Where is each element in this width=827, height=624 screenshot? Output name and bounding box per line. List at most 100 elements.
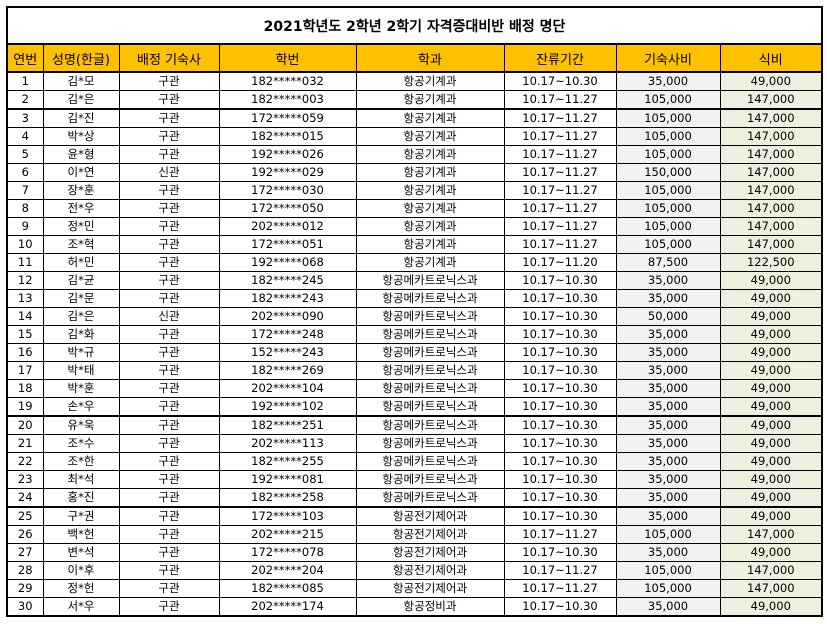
dorm-cell: 구관 xyxy=(118,506,220,526)
dorm-fee-cell: 87,500 xyxy=(615,253,721,272)
name-cell: 박*규 xyxy=(42,343,120,362)
table-row: 21 조*수 구관 202*****113 항공메카트로닉스과 10.17~10.30 35… xyxy=(6,434,824,453)
student-id-cell: 202*****113 xyxy=(218,434,357,453)
dorm-cell: 구관 xyxy=(118,71,220,91)
table-row: 14 김*은 신관 202*****090 항공메카트로닉스과 10.17~10.30 50… xyxy=(6,307,824,326)
no-cell: 29 xyxy=(6,579,44,598)
table-row: 2 김*은 구관 182*****003 항공기계과 10.17~11.27 105,000… xyxy=(6,90,824,110)
period-cell: 10.17~10.30 xyxy=(503,325,617,344)
dorm-fee-cell: 105,000 xyxy=(615,235,721,254)
department-cell: 항공전기제어과 xyxy=(355,561,505,580)
dorm-cell: 구관 xyxy=(118,217,220,236)
dorm-cell: 구관 xyxy=(118,199,220,218)
no-cell: 14 xyxy=(6,307,44,326)
name-cell: 손*우 xyxy=(42,397,120,417)
table-row: 4 박*상 구관 182*****015 항공기계과 10.17~11.27 105,000… xyxy=(6,127,824,146)
student-id-cell: 182*****251 xyxy=(218,415,357,435)
student-id-cell: 182*****015 xyxy=(218,127,357,146)
table-row: 23 최*석 구관 192*****081 항공메카트로닉스과 10.17~10.30 35… xyxy=(6,470,824,489)
dorm-fee-cell: 35,000 xyxy=(615,325,721,344)
table-row: 26 백*헌 구관 202*****215 항공전기제어과 10.17~11.27 105,… xyxy=(6,525,824,544)
dorm-fee-cell: 35,000 xyxy=(615,397,721,417)
department-cell: 항공기계과 xyxy=(355,90,505,110)
student-id-cell: 182*****085 xyxy=(218,579,357,598)
table-row: 28 이*후 구관 202*****204 항공전기제어과 10.17~11.27 105,… xyxy=(6,561,824,580)
dorm-fee-cell: 105,000 xyxy=(615,561,721,580)
col-header-department: 학과 xyxy=(355,43,505,73)
name-cell: 김*화 xyxy=(42,325,120,344)
period-cell: 10.17~11.27 xyxy=(503,235,617,254)
dorm-fee-cell: 35,000 xyxy=(615,71,721,91)
no-cell: 20 xyxy=(6,415,44,435)
no-cell: 7 xyxy=(6,181,44,200)
name-cell: 유*욱 xyxy=(42,415,120,435)
name-cell: 구*권 xyxy=(42,506,120,526)
table-row: 11 허*민 구관 192*****068 항공기계과 10.17~11.20 87,500… xyxy=(6,253,824,272)
period-cell: 10.17~10.30 xyxy=(503,71,617,91)
period-cell: 10.17~10.30 xyxy=(503,397,617,417)
dorm-fee-cell: 105,000 xyxy=(615,181,721,200)
table-row: 16 박*규 구관 152*****243 항공메카트로닉스과 10.17~10.30 35… xyxy=(6,343,824,362)
no-cell: 17 xyxy=(6,361,44,380)
dorm-fee-cell: 35,000 xyxy=(615,434,721,453)
meal-fee-cell: 147,000 xyxy=(719,181,824,200)
student-id-cell: 202*****174 xyxy=(218,597,357,617)
meal-fee-cell: 49,000 xyxy=(719,343,824,362)
no-cell: 22 xyxy=(6,452,44,471)
no-cell: 4 xyxy=(6,127,44,146)
no-cell: 1 xyxy=(6,71,44,91)
dorm-cell: 구관 xyxy=(118,597,220,617)
meal-fee-cell: 147,000 xyxy=(719,579,824,598)
dorm-cell: 구관 xyxy=(118,470,220,489)
name-cell: 조*수 xyxy=(42,434,120,453)
dorm-cell: 구관 xyxy=(118,181,220,200)
meal-fee-cell: 147,000 xyxy=(719,108,824,128)
name-cell: 홍*진 xyxy=(42,488,120,508)
dorm-cell: 구관 xyxy=(118,127,220,146)
dorm-fee-cell: 35,000 xyxy=(615,543,721,562)
dorm-fee-cell: 35,000 xyxy=(615,289,721,308)
dorm-cell: 구관 xyxy=(118,343,220,362)
dorm-fee-cell: 35,000 xyxy=(615,506,721,526)
department-cell: 항공기계과 xyxy=(355,199,505,218)
name-cell: 허*민 xyxy=(42,253,120,272)
department-cell: 항공전기제어과 xyxy=(355,579,505,598)
table-row: 25 구*권 구관 172*****103 항공전기제어과 10.17~10.30 35,0… xyxy=(6,506,824,526)
no-cell: 2 xyxy=(6,90,44,110)
department-cell: 항공메카트로닉스과 xyxy=(355,271,505,290)
name-cell: 전*우 xyxy=(42,199,120,218)
period-cell: 10.17~11.27 xyxy=(503,561,617,580)
col-header-dorm-fee: 기숙사비 xyxy=(615,43,721,73)
period-cell: 10.17~11.27 xyxy=(503,525,617,544)
no-cell: 21 xyxy=(6,434,44,453)
dorm-fee-cell: 35,000 xyxy=(615,415,721,435)
table-row: 18 박*훈 구관 202*****104 항공메카트로닉스과 10.17~10.30 35… xyxy=(6,379,824,398)
dorm-cell: 구관 xyxy=(118,434,220,453)
student-id-cell: 172*****030 xyxy=(218,181,357,200)
dorm-fee-cell: 35,000 xyxy=(615,597,721,617)
period-cell: 10.17~10.30 xyxy=(503,470,617,489)
table-row: 30 서*우 구관 202*****174 항공정비과 10.17~10.30 35,000… xyxy=(6,597,824,617)
name-cell: 장*훈 xyxy=(42,181,120,200)
table-row: 24 홍*진 구관 182*****258 항공메카트로닉스과 10.17~10.30 35… xyxy=(6,488,824,508)
meal-fee-cell: 147,000 xyxy=(719,235,824,254)
period-cell: 10.17~10.30 xyxy=(503,361,617,380)
meal-fee-cell: 49,000 xyxy=(719,361,824,380)
no-cell: 18 xyxy=(6,379,44,398)
name-cell: 이*후 xyxy=(42,561,120,580)
dorm-fee-cell: 105,000 xyxy=(615,108,721,128)
name-cell: 정*헌 xyxy=(42,579,120,598)
department-cell: 항공메카트로닉스과 xyxy=(355,379,505,398)
dorm-cell: 구관 xyxy=(118,397,220,417)
name-cell: 윤*형 xyxy=(42,145,120,164)
student-id-cell: 152*****243 xyxy=(218,343,357,362)
no-cell: 19 xyxy=(6,397,44,417)
no-cell: 26 xyxy=(6,525,44,544)
dorm-fee-cell: 105,000 xyxy=(615,127,721,146)
name-cell: 서*우 xyxy=(42,597,120,617)
meal-fee-cell: 49,000 xyxy=(719,379,824,398)
period-cell: 10.17~11.20 xyxy=(503,253,617,272)
table-row: 27 변*석 구관 172*****078 항공전기제어과 10.17~10.30 35,0… xyxy=(6,543,824,562)
name-cell: 김*균 xyxy=(42,271,120,290)
student-id-cell: 202*****090 xyxy=(218,307,357,326)
